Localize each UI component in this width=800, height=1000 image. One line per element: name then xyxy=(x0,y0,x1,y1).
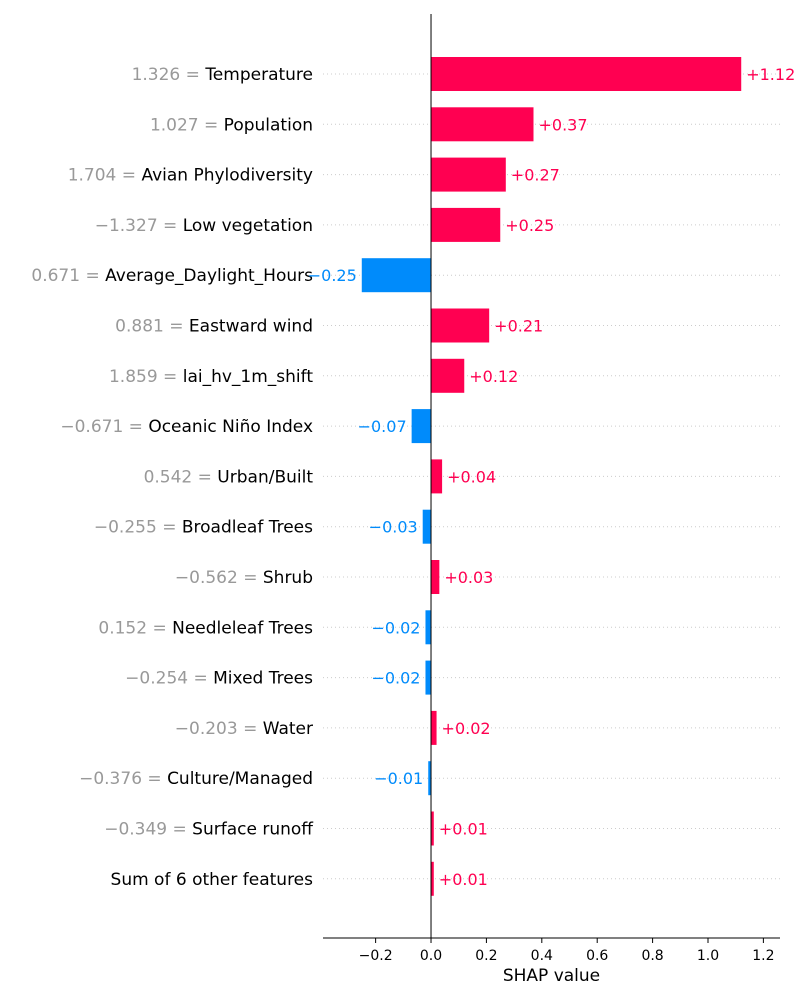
feature-name: Avian Phylodiversity xyxy=(141,166,313,186)
feature-label: −0.254 = Mixed Trees xyxy=(125,669,313,689)
bar-positive xyxy=(431,811,434,846)
x-tick-label: 0.6 xyxy=(586,948,608,964)
feature-label: −0.671 = Oceanic Niño Index xyxy=(60,417,313,437)
feature-value: 1.704 = xyxy=(68,166,142,186)
bar-positive xyxy=(431,207,501,242)
bar-negative xyxy=(425,610,432,645)
x-axis-title: SHAP value xyxy=(503,966,600,986)
feature-label: −0.562 = Shrub xyxy=(175,568,313,588)
feature-name: Shrub xyxy=(263,568,313,588)
shap-value-label: −0.02 xyxy=(371,618,420,637)
shap-value-label: +1.12 xyxy=(746,65,795,84)
feature-label: 1.859 = lai_hv_1m_shift xyxy=(109,367,313,387)
bar-negative xyxy=(428,761,432,796)
x-tick-label: 0.4 xyxy=(531,948,553,964)
feature-name: Needleleaf Trees xyxy=(172,618,313,638)
bar-positive xyxy=(431,107,534,142)
feature-label: −0.349 = Surface runoff xyxy=(104,820,314,840)
feature-value: 1.859 = xyxy=(109,367,183,387)
feature-label: −0.376 = Culture/Managed xyxy=(79,769,313,789)
feature-name: Water xyxy=(263,719,313,739)
shap-value-label: −0.02 xyxy=(371,669,420,688)
shap-value-label: −0.01 xyxy=(374,769,423,788)
bar-positive xyxy=(431,710,437,745)
bar-positive xyxy=(431,308,490,343)
feature-name: Low vegetation xyxy=(183,216,313,236)
shap-value-label: +0.04 xyxy=(447,467,496,486)
feature-value: 0.542 = xyxy=(144,467,218,487)
shap-value-label: +0.03 xyxy=(444,568,493,587)
shap-value-label: +0.27 xyxy=(511,166,560,185)
gridlines xyxy=(323,73,780,880)
feature-name: Average_Daylight_Hours xyxy=(105,266,313,286)
bars xyxy=(361,57,742,896)
shap-value-label: −0.07 xyxy=(358,417,407,436)
bar-positive xyxy=(431,358,465,393)
feature-label: 0.152 = Needleleaf Trees xyxy=(98,618,313,638)
shap-value-label: +0.37 xyxy=(538,115,587,134)
feature-name: Temperature xyxy=(204,65,313,85)
x-tick-label: 1.2 xyxy=(752,948,774,964)
feature-value: −1.327 = xyxy=(95,216,183,236)
bar-positive xyxy=(431,157,506,192)
shap-value-label: +0.02 xyxy=(442,719,491,738)
bar-positive xyxy=(431,57,742,91)
feature-label: Sum of 6 other features xyxy=(111,870,314,890)
shap-value-label: −0.03 xyxy=(369,518,418,537)
feature-value: −0.671 = xyxy=(60,417,148,437)
value-labels: +1.12 +0.37 +0.27 +0.25 −0.25 +0.21 +0.12 −0.07… xyxy=(308,65,796,889)
feature-value: −0.349 = xyxy=(104,820,192,840)
feature-name: Broadleaf Trees xyxy=(182,518,313,538)
x-tick-label: 1.0 xyxy=(697,948,719,964)
feature-name: Culture/Managed xyxy=(167,769,313,789)
shap-value-label: +0.12 xyxy=(469,367,518,386)
bar-positive xyxy=(431,459,443,494)
feature-value: −0.254 = xyxy=(125,669,213,689)
feature-value: −0.203 = xyxy=(175,719,263,739)
feature-name: Surface runoff xyxy=(192,820,314,840)
feature-name: lai_hv_1m_shift xyxy=(183,367,314,387)
feature-value: 1.326 = xyxy=(132,65,206,85)
x-axis: −0.2 0.0 0.2 0.4 0.6 0.8 1.0 1.2 xyxy=(323,937,780,964)
x-tick-label: 0.2 xyxy=(475,948,497,964)
x-tick-label: −0.2 xyxy=(359,948,393,964)
x-tick-label: 0.8 xyxy=(641,948,663,964)
feature-value: 1.027 = xyxy=(150,115,224,135)
feature-name: Urban/Built xyxy=(217,467,313,487)
bar-positive xyxy=(431,861,434,896)
feature-label: 1.326 = Temperature xyxy=(132,65,313,85)
feature-value: 0.152 = xyxy=(98,618,172,638)
feature-label: 0.881 = Eastward wind xyxy=(115,317,313,337)
x-tick-label: 0.0 xyxy=(420,948,442,964)
feature-labels: 1.326 = Temperature 1.027 = Population 1.7… xyxy=(31,65,314,890)
feature-value: −0.562 = xyxy=(175,568,263,588)
bar-negative xyxy=(411,409,432,444)
bar-negative xyxy=(361,258,432,293)
feature-label: −0.203 = Water xyxy=(175,719,313,739)
feature-name: Eastward wind xyxy=(189,317,313,337)
feature-label: −0.255 = Broadleaf Trees xyxy=(94,518,313,538)
shap-value-label: −0.25 xyxy=(308,266,357,285)
feature-label: 0.542 = Urban/Built xyxy=(144,467,314,487)
feature-label: 1.704 = Avian Phylodiversity xyxy=(68,166,313,186)
feature-name: Population xyxy=(224,115,313,135)
feature-name: Oceanic Niño Index xyxy=(148,417,313,437)
feature-label: 0.671 = Average_Daylight_Hours xyxy=(31,266,313,286)
shap-value-label: +0.21 xyxy=(494,317,543,336)
feature-value: −0.255 = xyxy=(94,518,182,538)
feature-value: 0.671 = xyxy=(31,266,105,286)
shap-value-label: +0.25 xyxy=(505,216,554,235)
feature-name: Mixed Trees xyxy=(213,669,313,689)
feature-value: 0.881 = xyxy=(115,317,189,337)
shap-value-label: +0.01 xyxy=(439,870,488,889)
shap-value-label: +0.01 xyxy=(439,820,488,839)
bar-negative xyxy=(425,660,432,695)
feature-label: −1.327 = Low vegetation xyxy=(95,216,313,236)
bar-positive xyxy=(431,560,440,594)
feature-label: 1.027 = Population xyxy=(150,115,313,135)
feature-name: Sum of 6 other features xyxy=(111,870,314,890)
bar-negative xyxy=(422,509,432,544)
feature-value: −0.376 = xyxy=(79,769,167,789)
